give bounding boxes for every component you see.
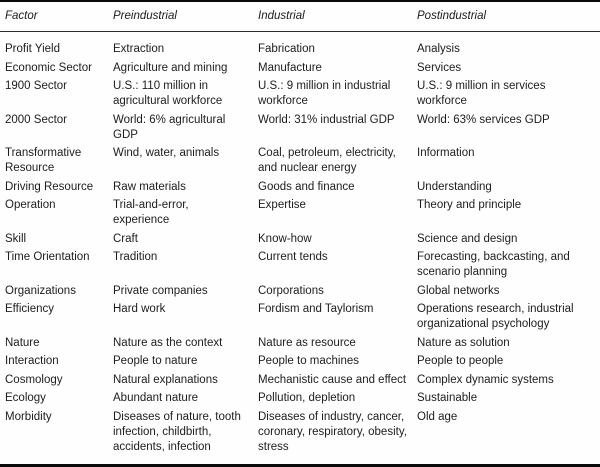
cell-industrial: Current tends bbox=[258, 251, 328, 263]
table-row: Operation Trial-and-error, experience Expe… bbox=[0, 197, 600, 231]
table-row: Morbidity Diseases of nature, tooth infec… bbox=[0, 408, 600, 457]
cell-preindustrial: Agriculture and mining bbox=[113, 61, 228, 74]
table-row: Nature Nature as the context Nature as res… bbox=[0, 334, 600, 353]
cell-preindustrial: People to nature bbox=[113, 355, 198, 367]
cell-industrial: Coal, petroleum, electricity, and nuclea… bbox=[258, 147, 396, 174]
table-header: Factor Preindustrial Industrial Postindu… bbox=[0, 2, 600, 32]
table-row: Profit Yield Extraction Fabrication Analysi… bbox=[0, 32, 600, 60]
column-header-preindustrial: Preindustrial bbox=[113, 2, 258, 32]
cell-industrial: Fabrication bbox=[258, 43, 315, 55]
cell-postindustrial: Sustainable bbox=[417, 392, 478, 404]
column-header-postindustrial: Postindustrial bbox=[417, 2, 600, 32]
cell-factor: Time Orientation bbox=[5, 251, 90, 263]
cell-preindustrial: Trial-and-error, experience bbox=[113, 199, 189, 226]
cell-factor: Transformative Resource bbox=[5, 147, 82, 174]
cell-postindustrial: Old age bbox=[417, 410, 458, 423]
cell-industrial: U.S.: 9 million in industrial workforce bbox=[258, 80, 391, 107]
cell-preindustrial: Hard work bbox=[113, 303, 166, 315]
cell-industrial: Mechanistic cause and effect bbox=[258, 373, 407, 386]
cell-industrial: Know-how bbox=[258, 232, 312, 245]
cell-industrial: Manufacture bbox=[258, 61, 322, 74]
cell-preindustrial: Craft bbox=[113, 232, 138, 245]
cell-postindustrial: World: 63% services GDP bbox=[417, 113, 550, 126]
cell-preindustrial: Natural explanations bbox=[113, 373, 218, 386]
cell-preindustrial: Nature as the context bbox=[113, 336, 223, 349]
table-row: Organizations Private companies Corporatio… bbox=[0, 282, 600, 301]
table-body: Profit Yield Extraction Fabrication Analysi… bbox=[0, 32, 600, 457]
cell-factor: Skill bbox=[5, 232, 27, 245]
cell-preindustrial: Private companies bbox=[113, 284, 208, 297]
cell-industrial: Goods and finance bbox=[258, 180, 355, 193]
cell-factor: Nature bbox=[5, 336, 40, 349]
cell-factor: 1900 Sector bbox=[5, 80, 68, 92]
cell-industrial: World: 31% industrial GDP bbox=[258, 113, 395, 126]
cell-postindustrial: Information bbox=[417, 147, 475, 159]
cell-factor: Interaction bbox=[5, 355, 59, 367]
table-row: 1900 Sector U.S.: 110 million in agricult… bbox=[0, 78, 600, 112]
cell-postindustrial: Complex dynamic systems bbox=[417, 373, 554, 386]
cell-preindustrial: Abundant nature bbox=[113, 392, 199, 404]
table-row: Transformative Resource Wind, water, anim… bbox=[0, 145, 600, 179]
cell-postindustrial: Nature as solution bbox=[417, 336, 510, 349]
cell-preindustrial: U.S.: 110 million in agricultural workfo… bbox=[113, 80, 223, 107]
cell-preindustrial: World: 6% agricultural GDP bbox=[113, 113, 226, 141]
table-row: 2000 Sector World: 6% agricultural GDP Wor… bbox=[0, 111, 600, 145]
cell-factor: Ecology bbox=[5, 392, 46, 404]
cell-factor: Organizations bbox=[5, 284, 76, 297]
cell-postindustrial: Global networks bbox=[417, 284, 500, 297]
cell-industrial: Diseases of industry, cancer, coronary, … bbox=[258, 410, 407, 453]
table-row: Economic Sector Agriculture and mining Man… bbox=[0, 59, 600, 78]
table-row: Efficiency Hard work Fordism and Taylorism… bbox=[0, 301, 600, 335]
cell-preindustrial: Extraction bbox=[113, 43, 165, 55]
column-header-factor: Factor bbox=[0, 2, 113, 32]
table-row: Ecology Abundant nature Pollution, depleti… bbox=[0, 390, 600, 409]
cell-postindustrial: Services bbox=[417, 61, 462, 74]
cell-industrial: Expertise bbox=[258, 199, 306, 211]
cell-preindustrial: Tradition bbox=[113, 251, 158, 263]
header-row: Factor Preindustrial Industrial Postindu… bbox=[0, 2, 600, 32]
cell-postindustrial: Forecasting, backcasting, and scenario p… bbox=[417, 251, 570, 278]
factors-comparison-table: Factor Preindustrial Industrial Postindu… bbox=[0, 2, 600, 457]
cell-preindustrial: Diseases of nature, tooth infection, chi… bbox=[113, 410, 241, 453]
cell-postindustrial: Science and design bbox=[417, 232, 518, 245]
cell-postindustrial: Theory and principle bbox=[417, 199, 522, 211]
cell-factor: Efficiency bbox=[5, 303, 55, 315]
cell-postindustrial: Operations research, industrial organiza… bbox=[417, 303, 574, 330]
cell-factor: Profit Yield bbox=[5, 43, 60, 55]
cell-factor: Operation bbox=[5, 199, 56, 211]
cell-preindustrial: Raw materials bbox=[113, 180, 186, 193]
table-row: Cosmology Natural explanations Mechanistic… bbox=[0, 371, 600, 390]
cell-postindustrial: Analysis bbox=[417, 43, 460, 55]
cell-industrial: Nature as resource bbox=[258, 336, 356, 349]
cell-industrial: Fordism and Taylorism bbox=[258, 303, 374, 315]
cell-factor: Cosmology bbox=[5, 373, 63, 386]
cell-industrial: Pollution, depletion bbox=[258, 392, 356, 404]
cell-postindustrial: Understanding bbox=[417, 180, 492, 193]
column-header-industrial: Industrial bbox=[258, 2, 417, 32]
cell-postindustrial: People to people bbox=[417, 355, 504, 367]
cell-factor: Economic Sector bbox=[5, 61, 92, 74]
cell-preindustrial: Wind, water, animals bbox=[113, 147, 220, 159]
table-row: Time Orientation Tradition Current tends Fo… bbox=[0, 249, 600, 283]
cell-industrial: People to machines bbox=[258, 355, 360, 367]
table-row: Skill Craft Know-how Science and design bbox=[0, 230, 600, 249]
cell-postindustrial: U.S.: 9 million in services workforce bbox=[417, 80, 546, 107]
cell-factor: 2000 Sector bbox=[5, 113, 68, 126]
cell-factor: Morbidity bbox=[5, 410, 52, 423]
cell-factor: Driving Resource bbox=[5, 180, 94, 193]
cell-industrial: Corporations bbox=[258, 284, 324, 297]
table-row: Interaction People to nature People to mac… bbox=[0, 353, 600, 372]
table-row: Driving Resource Raw materials Goods and f… bbox=[0, 178, 600, 197]
